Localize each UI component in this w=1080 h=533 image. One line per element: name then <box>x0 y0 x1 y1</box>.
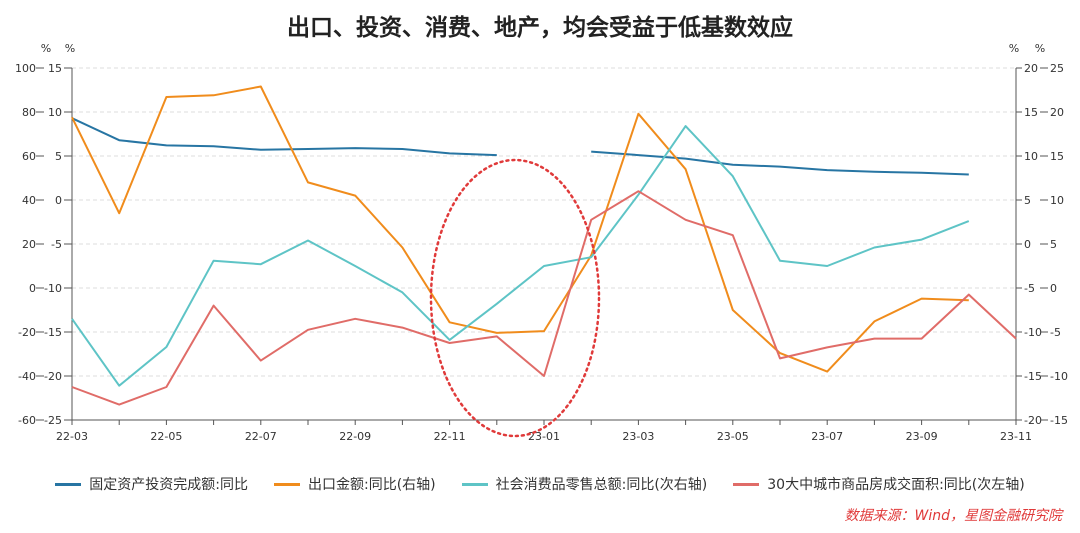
outer-left-tick-label: 40 <box>22 194 36 207</box>
outer-right-tick-label: 15 <box>1050 150 1064 163</box>
chart-legend: 固定资产投资完成额:同比 出口金额:同比(右轴) 社会消费品零售总额:同比(次右… <box>0 474 1080 494</box>
outer-right-tick-label: -10 <box>1050 370 1068 383</box>
x-tick-label: 23-05 <box>717 430 749 443</box>
chart-title: 出口、投资、消费、地产，均会受益于低基数效应 <box>287 15 793 41</box>
x-tick-label: 22-05 <box>150 430 182 443</box>
series-line-0 <box>71 117 969 176</box>
x-tick-label: 22-03 <box>56 430 88 443</box>
annotation-ellipse <box>429 158 601 438</box>
legend-swatch <box>273 482 300 486</box>
x-tick-label: 22-11 <box>434 430 466 443</box>
x-tick-label: 23-09 <box>906 430 938 443</box>
outer-right-tick-label: 0 <box>1050 282 1057 295</box>
x-tick-label: 23-11 <box>1000 430 1032 443</box>
outer-left-unit-label: % <box>41 42 51 55</box>
outer-right-tick-label: -5 <box>1050 326 1061 339</box>
inner-right-tick-label: -15 <box>1024 370 1042 383</box>
legend-label: 30大中城市商品房成交面积:同比(次左轴) <box>767 477 1025 493</box>
outer-left-tick-label: 20 <box>22 238 36 251</box>
legend-item-export[interactable]: 出口金额:同比(右轴) <box>273 474 436 494</box>
outer-left-tick-label: 80 <box>22 106 36 119</box>
series-line-1 <box>71 85 969 373</box>
outer-right-tick-label: -15 <box>1050 414 1068 427</box>
series-line-2 <box>71 125 970 387</box>
outer-right-tick-label: 10 <box>1050 194 1064 207</box>
outer-left-tick-label: -60 <box>18 414 36 427</box>
outer-right-tick-label: 5 <box>1050 238 1057 251</box>
inner-left-tick-label: -15 <box>44 326 62 339</box>
source-note: 数据来源：Wind，星图金融研究院 <box>844 508 1063 524</box>
legend-swatch <box>461 482 488 486</box>
outer-left-tick-label: -20 <box>18 326 36 339</box>
inner-right-tick-label: 0 <box>1024 238 1031 251</box>
inner-right-tick-label: -10 <box>1024 326 1042 339</box>
inner-right-tick-label: 5 <box>1024 194 1031 207</box>
x-tick-label: 23-07 <box>811 430 843 443</box>
legend-item-fai[interactable]: 固定资产投资完成额:同比 <box>55 474 248 494</box>
series-line-3 <box>71 190 1017 406</box>
inner-left-tick-label: 15 <box>48 62 62 75</box>
inner-right-unit-label: % <box>1009 42 1019 55</box>
inner-left-tick-label: -25 <box>44 414 62 427</box>
outer-right-tick-label: 20 <box>1050 106 1064 119</box>
inner-left-tick-label: 5 <box>55 150 62 163</box>
inner-left-tick-label: -10 <box>44 282 62 295</box>
outer-left-tick-label: 100 <box>15 62 36 75</box>
legend-swatch <box>55 482 82 486</box>
legend-label: 社会消费品零售总额:同比(次右轴) <box>495 477 708 493</box>
x-tick-label: 23-03 <box>622 430 654 443</box>
line-chart: 100806040200-20-40-60151050-5-10-15-20-2… <box>15 42 1068 443</box>
x-tick-label: 22-07 <box>245 430 277 443</box>
legend-label: 固定资产投资完成额:同比 <box>89 477 248 493</box>
legend-swatch <box>733 482 760 486</box>
inner-left-tick-label: 10 <box>48 106 62 119</box>
inner-right-tick-label: -20 <box>1024 414 1042 427</box>
inner-right-tick-label: -5 <box>1024 282 1035 295</box>
outer-right-tick-label: 25 <box>1050 62 1064 75</box>
inner-left-tick-label: -5 <box>51 238 62 251</box>
inner-left-unit-label: % <box>65 42 75 55</box>
x-tick-label: 23-01 <box>528 430 560 443</box>
legend-item-retail[interactable]: 社会消费品零售总额:同比(次右轴) <box>461 474 708 494</box>
inner-right-tick-label: 15 <box>1024 106 1038 119</box>
outer-left-tick-label: 60 <box>22 150 36 163</box>
outer-right-unit-label: % <box>1035 42 1045 55</box>
outer-left-tick-label: 0 <box>29 282 36 295</box>
inner-right-tick-label: 10 <box>1024 150 1038 163</box>
x-tick-label: 22-09 <box>339 430 371 443</box>
outer-left-tick-label: -40 <box>18 370 36 383</box>
inner-right-tick-label: 20 <box>1024 62 1038 75</box>
inner-left-tick-label: -20 <box>44 370 62 383</box>
legend-item-housing[interactable]: 30大中城市商品房成交面积:同比(次左轴) <box>733 474 1025 494</box>
inner-left-tick-label: 0 <box>55 194 62 207</box>
legend-label: 出口金额:同比(右轴) <box>307 477 436 493</box>
